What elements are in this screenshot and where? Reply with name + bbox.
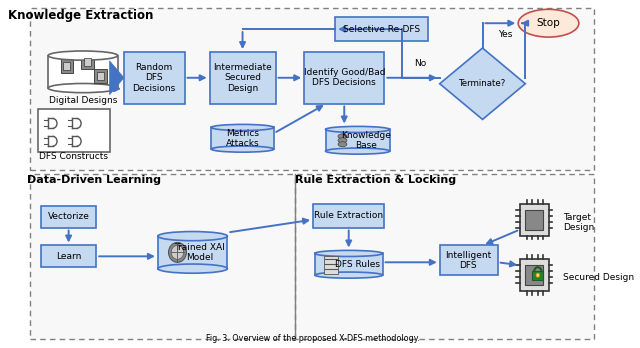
Bar [124,52,184,104]
Bar [440,245,498,275]
Text: Learn: Learn [56,252,81,261]
Text: Intelligent
DFS: Intelligent DFS [445,251,492,270]
Ellipse shape [158,264,227,273]
Bar [30,174,594,339]
Text: Fig. 3. Overview of the proposed X-DFS methodology.: Fig. 3. Overview of the proposed X-DFS m… [206,334,420,343]
Ellipse shape [338,138,347,143]
Bar [209,52,276,104]
Text: DFS Rules: DFS Rules [335,260,380,269]
Bar [84,58,91,66]
Ellipse shape [48,84,118,93]
Bar [63,62,70,70]
Bar [304,52,385,104]
Bar [520,204,548,236]
Circle shape [171,245,184,259]
Text: Yes: Yes [498,30,512,39]
Bar [532,271,543,280]
Bar [211,127,274,149]
Text: Metrics
Attacks: Metrics Attacks [226,129,259,148]
Bar [81,55,93,69]
Bar [326,129,390,151]
Ellipse shape [338,134,347,139]
Bar [38,109,109,152]
Text: Knowledge Extraction: Knowledge Extraction [8,9,154,22]
Polygon shape [440,48,525,119]
Ellipse shape [211,146,274,152]
Circle shape [536,273,540,277]
Bar [41,206,96,228]
Bar [520,259,548,291]
Text: Selective Re-DFS: Selective Re-DFS [343,25,420,34]
Bar [97,72,104,80]
Ellipse shape [518,9,579,37]
Bar [61,59,73,73]
Bar [324,256,338,274]
Text: DFS Constructs: DFS Constructs [40,152,108,161]
Ellipse shape [326,126,390,133]
Text: Vectorize: Vectorize [47,212,90,221]
Text: Secured Design: Secured Design [563,273,634,282]
Text: Data-Driven Learning: Data-Driven Learning [28,175,161,185]
Ellipse shape [338,142,347,147]
Ellipse shape [211,124,274,130]
Text: Intermediate
Secured
Design: Intermediate Secured Design [213,63,272,93]
Bar [315,253,383,275]
Ellipse shape [315,250,383,256]
Bar [158,236,227,269]
Text: Rule Extraction & Locking: Rule Extraction & Locking [295,175,456,185]
Text: Random
DFS
Decisions: Random DFS Decisions [132,63,176,93]
Text: Identify Good/Bad
DFS Decisions: Identify Good/Bad DFS Decisions [303,68,385,87]
Text: Rule Extraction: Rule Extraction [314,211,383,220]
Bar [95,69,107,83]
Bar [335,17,428,41]
Polygon shape [109,61,124,95]
Bar [313,204,385,228]
Text: Terminate?: Terminate? [459,79,506,88]
Circle shape [168,243,186,262]
Ellipse shape [48,51,118,60]
Ellipse shape [315,272,383,278]
Text: Knowledge
Base: Knowledge Base [342,130,392,150]
Bar [48,56,118,88]
Bar [30,8,594,170]
Text: Trained XAI
Model: Trained XAI Model [174,243,225,262]
Ellipse shape [158,231,227,241]
Text: No: No [414,60,426,69]
Text: Digital Designs: Digital Designs [49,96,117,105]
Bar [525,210,543,230]
Ellipse shape [326,148,390,154]
Text: Target
Design: Target Design [563,213,594,232]
Bar [41,245,96,267]
Text: Stop: Stop [537,18,561,28]
Bar [525,265,543,285]
